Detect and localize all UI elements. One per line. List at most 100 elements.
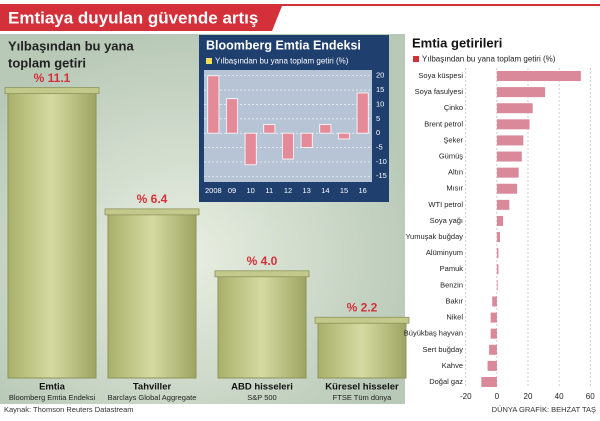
- bar: [496, 119, 530, 130]
- bar: [490, 312, 497, 323]
- bar: [225, 98, 238, 134]
- x-tick-label: 20: [524, 392, 533, 401]
- bar: [496, 167, 519, 178]
- pillar: [7, 91, 97, 379]
- commodity-chart: Emtia getirileri Yılbaşından bu yana topl…: [404, 35, 595, 401]
- pillar-cap: [214, 270, 310, 278]
- legend-swatch: [413, 56, 419, 62]
- category-label: Kahve: [442, 361, 463, 370]
- pillar-cap: [104, 208, 200, 216]
- category-label: Nikel: [446, 313, 463, 322]
- category-label: Pamuk: [440, 264, 464, 273]
- category-label: Çinko: [444, 103, 463, 112]
- legend-label: Yılbaşından bu yana toplam getiri (%): [215, 57, 349, 66]
- y-tick-label: -10: [376, 157, 387, 166]
- category-label: Brent petrol: [424, 119, 463, 128]
- chart-subtitle: toplam getiri: [8, 55, 86, 70]
- bar: [496, 232, 500, 243]
- y-tick-label: 5: [376, 114, 380, 123]
- pillar: [317, 320, 407, 379]
- bar: [300, 132, 313, 148]
- x-tick-label: 0: [495, 392, 500, 401]
- bar: [496, 87, 546, 98]
- bar: [337, 132, 350, 140]
- bar: [496, 135, 524, 146]
- value-label: % 4.0: [247, 254, 278, 268]
- pillar-cap: [314, 316, 410, 324]
- category-label: Benzin: [440, 280, 463, 289]
- bar: [492, 296, 497, 307]
- value-label: % 11.1: [34, 71, 71, 85]
- header-title: Emtiaya duyulan güvende artış: [8, 8, 258, 27]
- x-tick-label: 09: [228, 186, 236, 195]
- y-tick-label: 0: [376, 128, 380, 137]
- bar: [496, 264, 499, 275]
- chart-subtitle: Yılbaşından bu yana: [8, 38, 134, 53]
- value-label: % 2.2: [347, 300, 378, 314]
- bar: [263, 124, 276, 134]
- bar: [207, 75, 220, 134]
- y-tick-label: 15: [376, 85, 384, 94]
- category-label: Bakır: [445, 296, 463, 305]
- category-label: Altın: [448, 168, 463, 177]
- x-tick-label: 15: [340, 186, 348, 195]
- header-rule: [0, 4, 600, 6]
- bar: [496, 199, 510, 210]
- category-label: Emtia: [39, 382, 66, 393]
- header-banner: [0, 6, 282, 31]
- bar: [244, 132, 257, 166]
- chart-title: Emtia getirileri: [412, 35, 502, 50]
- category-sublabel: Barclays Global Aggregate: [108, 393, 197, 402]
- pillar-cap: [4, 87, 100, 95]
- index-chart: Bloomberg Emtia Endeksi Yılbaşından bu ya…: [199, 35, 389, 202]
- chart-title: Bloomberg Emtia Endeksi: [206, 38, 361, 52]
- category-label: Mısır: [446, 184, 463, 193]
- category-label: Soya fasulyesi: [415, 87, 464, 96]
- pillar-chart: Yılbaşından bu yana toplam getiri% 11.1 Em…: [4, 38, 410, 402]
- bar: [489, 344, 497, 355]
- category-label: Büyükbaş hayvan: [404, 329, 463, 338]
- category-label: Doğal gaz: [429, 377, 463, 386]
- y-tick-label: -15: [376, 171, 387, 180]
- pillar: [107, 212, 197, 379]
- category-label: Tahviller: [133, 382, 172, 393]
- legend-label: Yılbaşından bu yana toplam getiri (%): [422, 55, 556, 64]
- category-label: Küresel hisseler: [325, 382, 399, 393]
- x-tick-label: 13: [302, 186, 310, 195]
- bar: [487, 360, 497, 371]
- category-label: WTI petrol: [428, 200, 463, 209]
- x-tick-label: 11: [265, 186, 273, 195]
- category-sublabel: Bloomberg Emtia Endeksi: [9, 393, 96, 402]
- category-sublabel: FTSE Tüm dünya: [333, 393, 392, 402]
- x-tick-label: 14: [321, 186, 329, 195]
- bar: [496, 215, 504, 226]
- category-label: Yumuşak buğday: [405, 232, 463, 241]
- category-label: Sert buğday: [423, 345, 464, 354]
- bar: [356, 92, 369, 134]
- bar: [496, 151, 522, 162]
- category-label: Gümüş: [439, 152, 463, 161]
- y-tick-label: -5: [376, 143, 383, 152]
- x-tick-label: 10: [246, 186, 254, 195]
- category-label: Soya küspesi: [418, 71, 463, 80]
- x-tick-label: 16: [358, 186, 366, 195]
- legend-swatch: [206, 58, 212, 64]
- category-label: ABD hisseleri: [231, 382, 293, 393]
- y-tick-label: 20: [376, 71, 384, 80]
- value-label: % 6.4: [137, 192, 168, 206]
- bar: [496, 103, 533, 114]
- bar: [319, 124, 332, 134]
- source: Kaynak: Thomson Reuters Datastream: [4, 405, 134, 414]
- x-tick-label: -20: [460, 392, 472, 401]
- bar: [490, 328, 497, 339]
- x-tick-label: 2008: [205, 186, 222, 195]
- category-label: Şeker: [443, 135, 463, 144]
- pillar: [217, 274, 307, 379]
- bar: [496, 248, 499, 259]
- category-sublabel: S&P 500: [247, 393, 276, 402]
- bar: [496, 183, 518, 194]
- bar: [481, 377, 497, 387]
- category-label: Soya yağı: [430, 216, 463, 225]
- bar: [281, 132, 294, 160]
